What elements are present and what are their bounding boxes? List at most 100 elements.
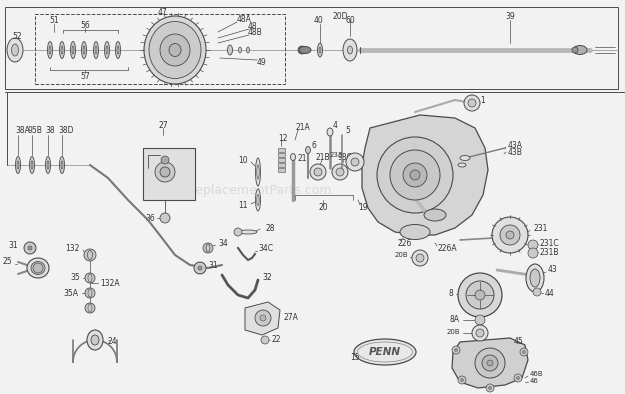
Ellipse shape	[573, 45, 587, 54]
Bar	[278, 158, 285, 162]
Circle shape	[260, 315, 266, 321]
Ellipse shape	[458, 163, 466, 167]
Ellipse shape	[149, 22, 201, 78]
Circle shape	[468, 99, 476, 107]
Ellipse shape	[257, 165, 259, 179]
Text: 8: 8	[448, 288, 453, 297]
Ellipse shape	[48, 41, 53, 58]
Ellipse shape	[47, 161, 49, 169]
Circle shape	[314, 168, 322, 176]
Text: 49: 49	[257, 58, 267, 67]
Text: 57: 57	[80, 71, 90, 80]
Text: 36: 36	[145, 214, 155, 223]
Ellipse shape	[59, 156, 64, 173]
Ellipse shape	[94, 41, 99, 58]
Text: 34: 34	[218, 238, 227, 247]
Circle shape	[85, 303, 95, 313]
Circle shape	[464, 95, 480, 111]
Circle shape	[261, 336, 269, 344]
Text: 132: 132	[66, 243, 80, 253]
Bar	[278, 153, 285, 157]
Text: 27: 27	[158, 121, 168, 130]
Ellipse shape	[83, 46, 85, 54]
Text: 98C: 98C	[337, 152, 352, 162]
Ellipse shape	[256, 158, 261, 186]
Text: 48: 48	[248, 22, 258, 30]
Ellipse shape	[144, 16, 206, 84]
Ellipse shape	[424, 209, 446, 221]
Text: 35A: 35A	[63, 288, 78, 297]
Circle shape	[475, 315, 485, 325]
Text: 28: 28	[265, 223, 274, 232]
Polygon shape	[452, 338, 528, 388]
Ellipse shape	[155, 162, 175, 182]
Circle shape	[500, 225, 520, 245]
Circle shape	[28, 246, 32, 250]
Text: 46: 46	[530, 378, 539, 384]
Ellipse shape	[29, 156, 34, 173]
Text: 8A: 8A	[450, 316, 460, 325]
Ellipse shape	[87, 330, 103, 350]
Ellipse shape	[348, 46, 352, 54]
Ellipse shape	[572, 47, 578, 53]
Ellipse shape	[59, 41, 64, 58]
Text: 20B: 20B	[446, 329, 460, 335]
Ellipse shape	[306, 147, 311, 154]
Ellipse shape	[298, 46, 306, 54]
Circle shape	[390, 150, 440, 200]
Ellipse shape	[31, 262, 45, 275]
Text: 95B: 95B	[28, 126, 43, 134]
Ellipse shape	[160, 34, 190, 66]
Circle shape	[351, 158, 359, 166]
Text: 48B: 48B	[248, 28, 262, 37]
Text: 20D: 20D	[332, 11, 348, 20]
Text: 43A: 43A	[508, 141, 523, 149]
Circle shape	[346, 153, 364, 171]
Text: 1: 1	[480, 95, 485, 104]
Circle shape	[416, 254, 424, 262]
Ellipse shape	[61, 46, 63, 54]
Ellipse shape	[46, 156, 51, 173]
Ellipse shape	[460, 156, 470, 160]
Text: 20B: 20B	[394, 252, 408, 258]
Text: 21B: 21B	[315, 152, 329, 162]
Text: 226A: 226A	[438, 243, 458, 253]
Circle shape	[234, 228, 242, 236]
Circle shape	[475, 348, 505, 378]
Circle shape	[458, 376, 466, 384]
Circle shape	[487, 360, 493, 366]
Circle shape	[475, 290, 485, 300]
Ellipse shape	[530, 269, 540, 287]
Bar	[278, 148, 285, 152]
Ellipse shape	[526, 264, 544, 292]
Circle shape	[489, 387, 491, 390]
Circle shape	[332, 164, 348, 180]
Text: 56: 56	[80, 20, 90, 30]
Text: 45: 45	[514, 338, 524, 346]
Text: 25: 25	[2, 258, 12, 266]
Text: 5: 5	[345, 126, 350, 134]
Text: 4: 4	[333, 121, 338, 130]
Circle shape	[528, 240, 538, 250]
Ellipse shape	[257, 195, 259, 206]
Text: 11: 11	[239, 201, 248, 210]
Circle shape	[85, 288, 95, 298]
Ellipse shape	[357, 342, 412, 362]
Circle shape	[458, 273, 502, 317]
Ellipse shape	[400, 225, 430, 240]
Text: 43: 43	[548, 266, 558, 275]
Circle shape	[24, 242, 36, 254]
Ellipse shape	[16, 156, 21, 173]
Text: 47: 47	[157, 7, 167, 17]
Text: 20: 20	[318, 203, 328, 212]
Circle shape	[403, 163, 427, 187]
Circle shape	[486, 384, 494, 392]
Circle shape	[476, 329, 484, 337]
Text: 231B: 231B	[540, 247, 559, 256]
Ellipse shape	[160, 167, 170, 177]
Text: 231: 231	[533, 223, 548, 232]
Circle shape	[461, 379, 464, 381]
Text: 21: 21	[297, 154, 306, 162]
Bar	[5, 7, 618, 89]
Circle shape	[454, 349, 458, 351]
